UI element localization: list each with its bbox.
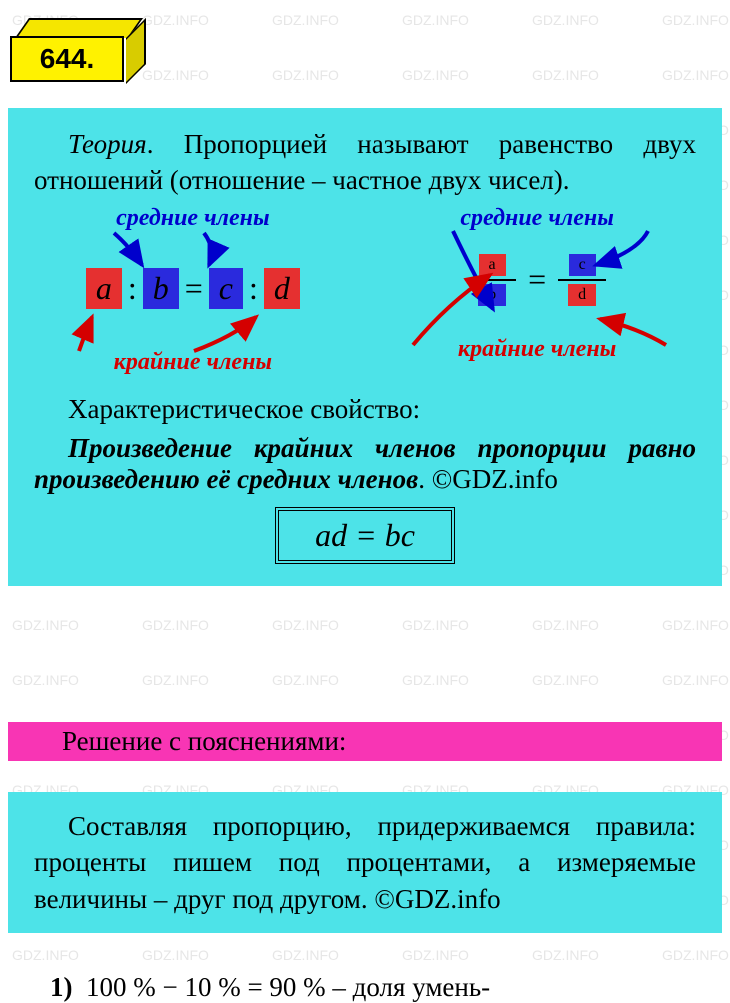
term-a: a bbox=[86, 268, 122, 309]
term-b-2: b bbox=[478, 284, 506, 306]
footer-partial-line: 1) 100 % − 10 % = 90 % – доля умень- bbox=[50, 972, 710, 1003]
theory-definition: Теория. Пропорцией называют равенство дв… bbox=[34, 126, 696, 199]
term-c-2: c bbox=[569, 254, 596, 276]
proportion-fraction-diagram: средние члены a b = c bbox=[378, 205, 696, 376]
term-d-2: d bbox=[568, 284, 596, 306]
middle-terms-label-2: средние члены bbox=[378, 205, 696, 232]
term-c: c bbox=[209, 268, 243, 309]
term-d: d bbox=[264, 268, 300, 309]
blue-arrows-icon bbox=[34, 231, 354, 271]
solution-text: Составляя пропорцию, придерживаемся прав… bbox=[34, 808, 696, 917]
problem-number: 644. bbox=[10, 36, 124, 82]
term-b: b bbox=[143, 268, 179, 309]
extreme-terms-label-2: крайние члены bbox=[378, 336, 696, 363]
middle-terms-label: средние члены bbox=[34, 205, 352, 232]
extreme-terms-label: крайние члены bbox=[34, 349, 352, 376]
problem-number-badge: 644. bbox=[10, 18, 140, 84]
solution-section: Составляя пропорцию, придерживаемся прав… bbox=[8, 792, 722, 933]
theory-section: Теория. Пропорцией называют равенство дв… bbox=[8, 108, 722, 586]
proportion-diagrams: средние члены a : b = c : d крайние член… bbox=[34, 199, 696, 386]
characteristic-heading: Характеристическое свойство: bbox=[34, 394, 696, 425]
proportion-inline-diagram: средние члены a : b = c : d крайние член… bbox=[34, 205, 352, 376]
formula-box: ad = bc bbox=[275, 507, 455, 564]
solution-header: Решение с пояснениями: bbox=[8, 722, 722, 761]
characteristic-property: Произведение крайних членов пропорции ра… bbox=[34, 433, 696, 495]
term-a-2: a bbox=[479, 254, 506, 276]
